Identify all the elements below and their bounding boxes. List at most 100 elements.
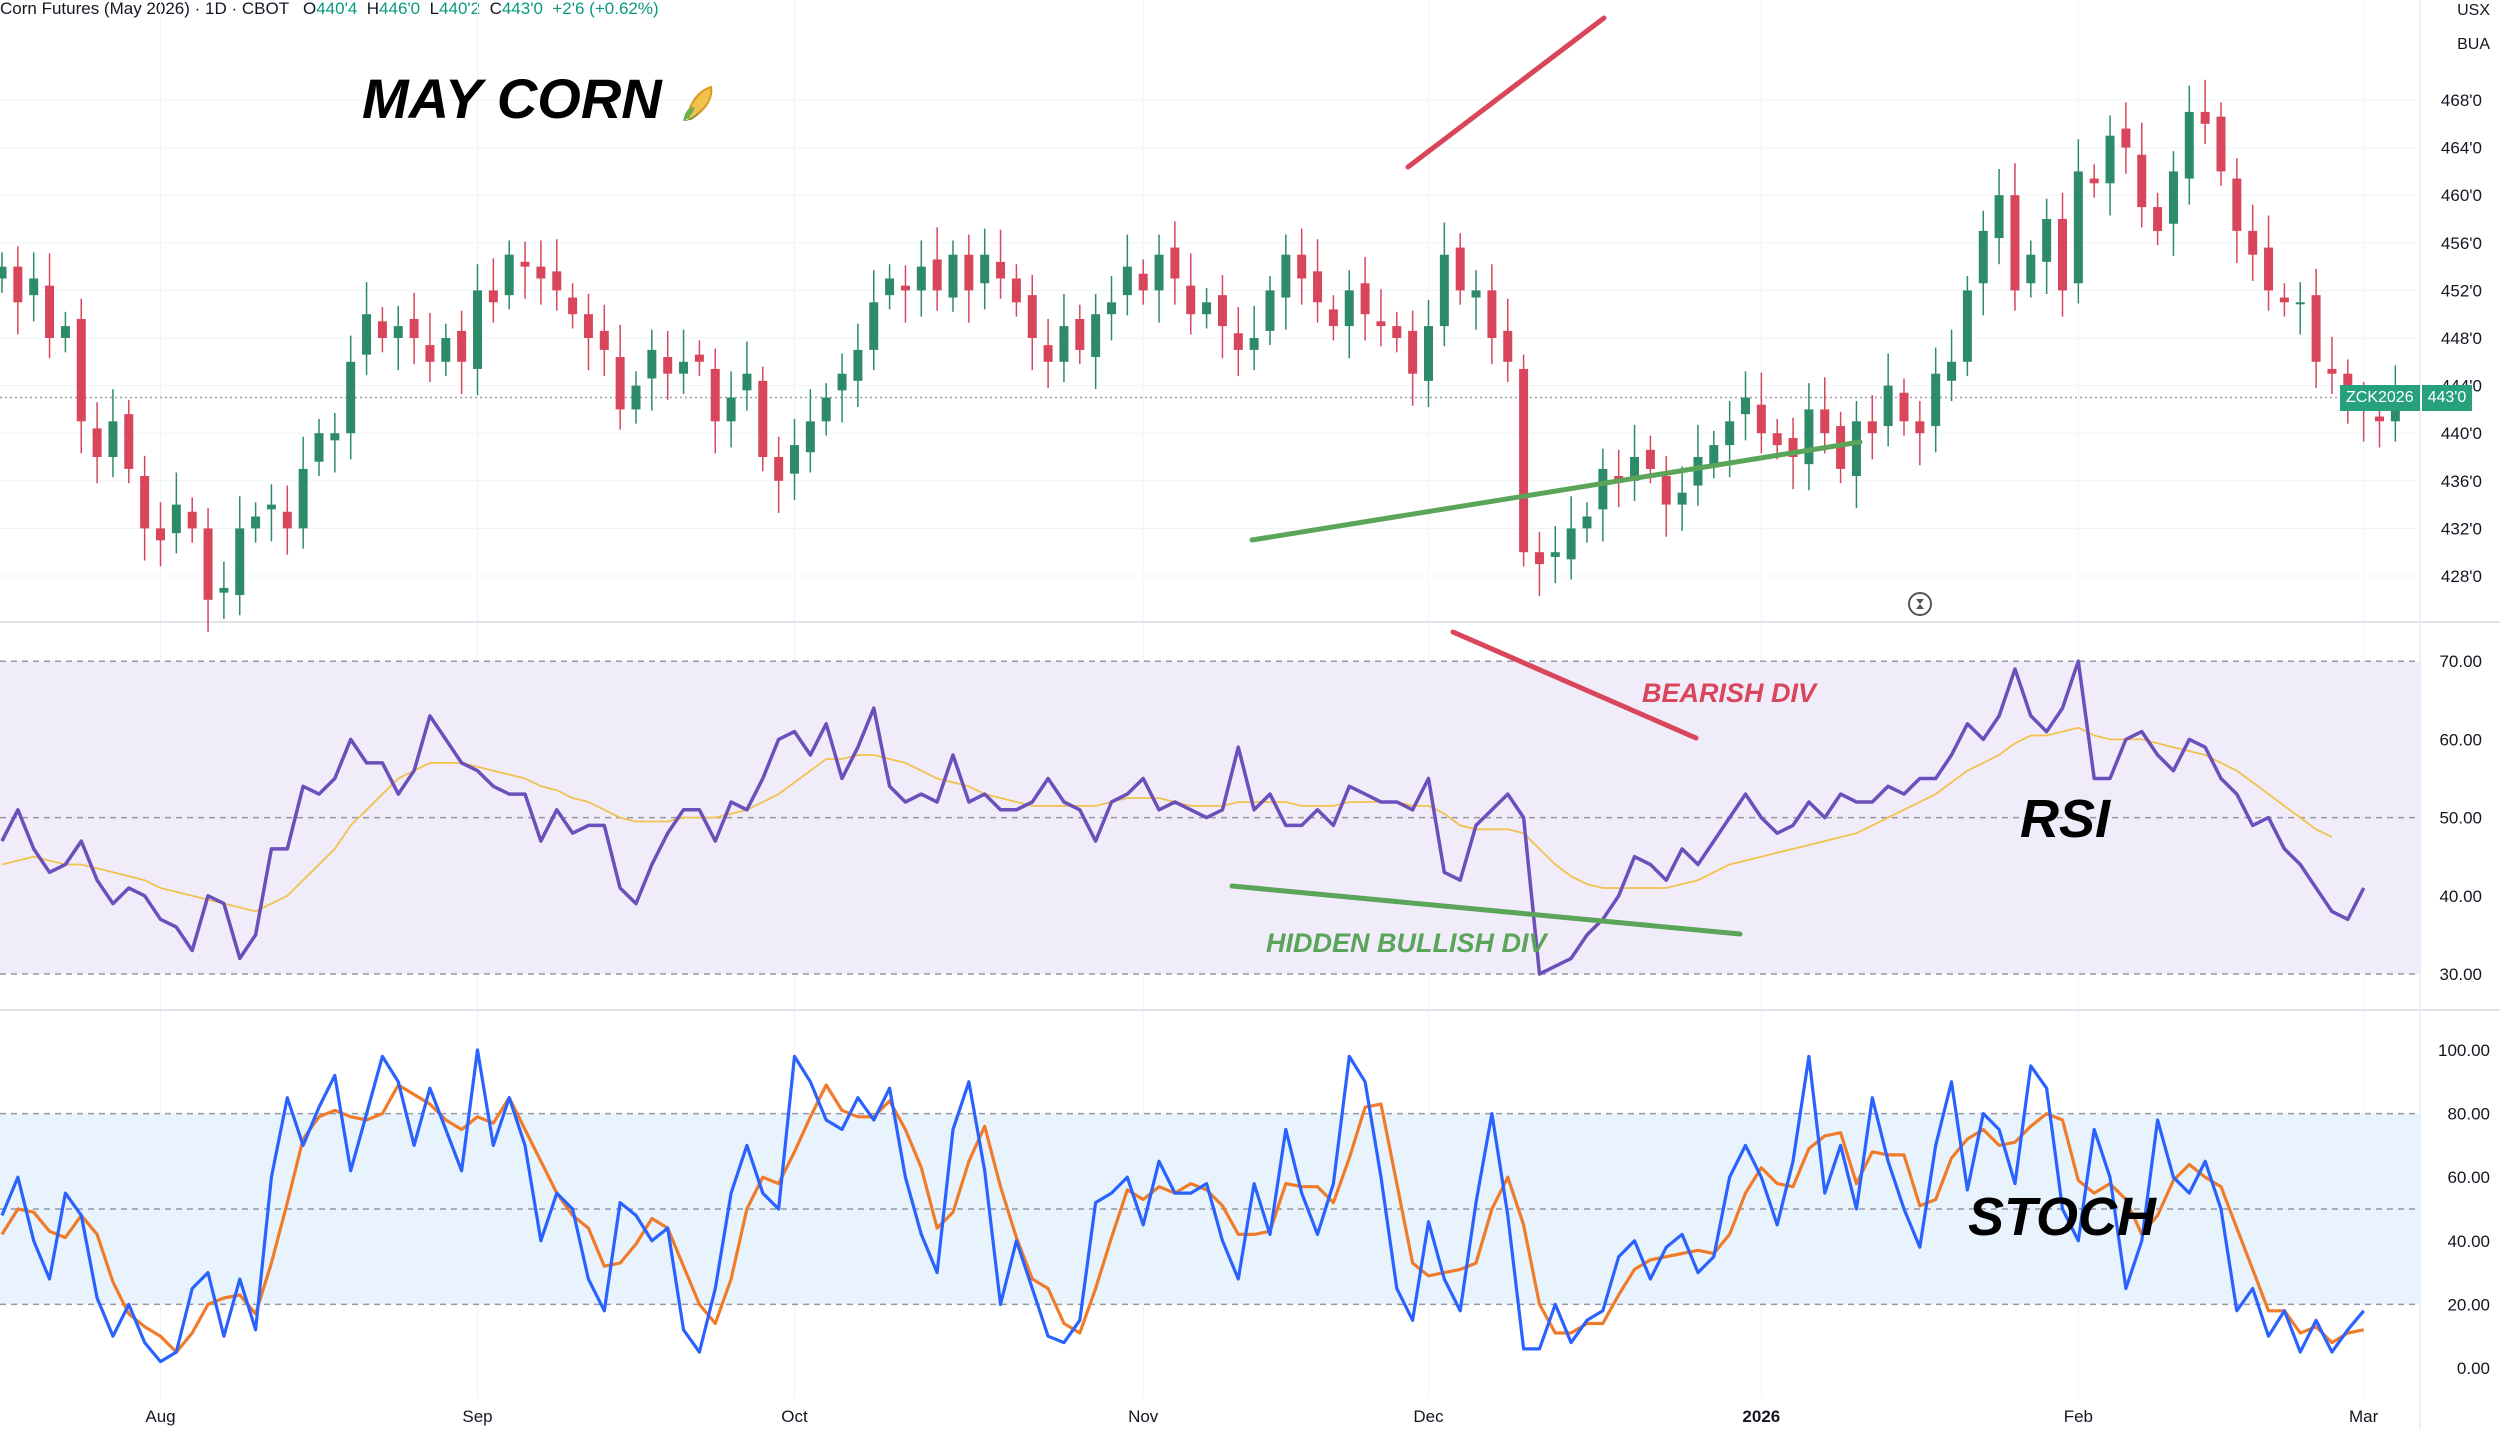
candle-body bbox=[1772, 433, 1782, 446]
candle-body bbox=[2073, 171, 2083, 284]
candle-body bbox=[1645, 449, 1655, 469]
rsi-tick-label: 70.00 bbox=[2439, 652, 2482, 671]
candle-body bbox=[1804, 409, 1814, 465]
candle-body bbox=[0, 266, 7, 279]
candle-body bbox=[282, 511, 292, 529]
candle-body bbox=[996, 261, 1006, 279]
candle-body bbox=[2184, 111, 2194, 179]
candle-body bbox=[1788, 437, 1798, 457]
replay-clock-icon[interactable] bbox=[1908, 592, 1932, 616]
candle-body bbox=[2058, 219, 2067, 291]
candle-body bbox=[2121, 128, 2131, 148]
high-value: 446'0 bbox=[379, 0, 421, 18]
candle-body bbox=[1915, 421, 1925, 434]
candle-body bbox=[1487, 290, 1497, 338]
price-tick-label: 428'0 bbox=[2441, 567, 2482, 586]
candle-body bbox=[885, 278, 895, 296]
candle-body bbox=[1550, 552, 1560, 557]
price-support-line[interactable] bbox=[1249, 439, 1863, 543]
candle-body bbox=[1424, 326, 1433, 381]
candle-body bbox=[1360, 283, 1370, 315]
candle-body bbox=[1217, 295, 1227, 327]
interval[interactable]: 1D bbox=[205, 0, 227, 18]
candle-body bbox=[1249, 338, 1259, 350]
candle-body bbox=[2216, 116, 2226, 172]
rsi-tick-label: 60.00 bbox=[2439, 730, 2482, 749]
candle-body bbox=[1756, 404, 1766, 434]
stoch-pane bbox=[0, 1112, 2420, 1306]
candle-body bbox=[1741, 397, 1750, 415]
time-tick-label: 2026 bbox=[1742, 1407, 1780, 1426]
price-tick-label: 436'0 bbox=[2441, 472, 2482, 491]
candle-body bbox=[774, 457, 784, 481]
price-resistance-line[interactable] bbox=[1405, 15, 1607, 170]
candle-body bbox=[1978, 230, 1988, 284]
candle-body bbox=[631, 385, 641, 410]
candle-body bbox=[2137, 154, 2147, 208]
last-price-tag: ZCK2026 443'0 bbox=[2340, 385, 2473, 411]
candle-body bbox=[1851, 421, 1861, 477]
bearish-div-label: BEARISH DIV bbox=[1642, 678, 1817, 708]
candle-body bbox=[1677, 492, 1687, 505]
candle-body bbox=[457, 330, 467, 362]
candle-body bbox=[568, 297, 578, 315]
candle-body bbox=[13, 266, 23, 303]
candle-body bbox=[742, 373, 752, 391]
candle-body bbox=[1392, 326, 1402, 338]
stoch-d-line bbox=[0, 1083, 2365, 1354]
candle-body bbox=[2089, 178, 2099, 184]
candle-body bbox=[203, 528, 213, 600]
candle-body bbox=[266, 504, 276, 510]
candle-body bbox=[647, 349, 657, 379]
open-value: 440'4 bbox=[316, 0, 358, 18]
candle-body bbox=[948, 254, 958, 298]
close-value: 443'0 bbox=[501, 0, 543, 18]
high-label: H bbox=[366, 0, 380, 18]
bushel-unit[interactable]: BUA bbox=[2457, 36, 2490, 53]
time-tick-label: Aug bbox=[145, 1407, 175, 1426]
candle-body bbox=[916, 266, 926, 291]
candle-body bbox=[2248, 230, 2258, 255]
symbol-name[interactable]: Corn Futures (May 2026) bbox=[0, 0, 190, 18]
candle-body bbox=[1947, 361, 1957, 381]
candle-body bbox=[2264, 247, 2274, 291]
candle-body bbox=[1931, 373, 1941, 427]
candle-body bbox=[1075, 318, 1085, 350]
candle-body bbox=[346, 361, 356, 434]
price-tick-label: 468'0 bbox=[2441, 91, 2482, 110]
candle-body bbox=[1661, 476, 1671, 505]
time-tick-label: Sep bbox=[462, 1407, 492, 1426]
stoch-tick-label: 80.00 bbox=[2447, 1105, 2490, 1124]
candle-body bbox=[1994, 195, 2004, 239]
candle-body bbox=[679, 361, 689, 374]
candle-body bbox=[2168, 171, 2178, 224]
candle-body bbox=[1265, 290, 1275, 331]
candle-body bbox=[1233, 333, 1243, 350]
candle-body bbox=[1408, 330, 1418, 374]
time-axis: AugSepOctNovDec2026FebMarAprMayJunJulAu bbox=[145, 1407, 2378, 1426]
candle-body bbox=[1328, 309, 1338, 327]
rsi-hidden-bullish-div-line[interactable] bbox=[1229, 883, 1743, 937]
candle-body bbox=[599, 330, 609, 350]
candle-body bbox=[1630, 457, 1640, 481]
exchange: CBOT bbox=[241, 0, 289, 18]
candle-body bbox=[583, 314, 593, 338]
rsi-bearish-div-line[interactable] bbox=[1450, 629, 1699, 741]
chart-title: MAY CORN bbox=[362, 66, 721, 131]
price-tick-label: 460'0 bbox=[2441, 186, 2482, 205]
price-tick-label: 432'0 bbox=[2441, 519, 2482, 538]
candle-body bbox=[552, 271, 562, 291]
candle-body bbox=[2153, 207, 2163, 231]
candle-body bbox=[393, 326, 403, 338]
candle-body bbox=[964, 254, 974, 291]
candle-body bbox=[1455, 247, 1465, 291]
currency-unit[interactable]: USX bbox=[2457, 2, 2490, 19]
rsi-tick-label: 40.00 bbox=[2439, 887, 2482, 906]
candle-body bbox=[1154, 254, 1164, 291]
candle-body bbox=[1439, 254, 1449, 327]
candle-body bbox=[1519, 368, 1529, 553]
candle-body bbox=[900, 285, 910, 291]
stoch-tick-label: 0.00 bbox=[2457, 1359, 2490, 1378]
stoch-lines bbox=[0, 1048, 2365, 1364]
